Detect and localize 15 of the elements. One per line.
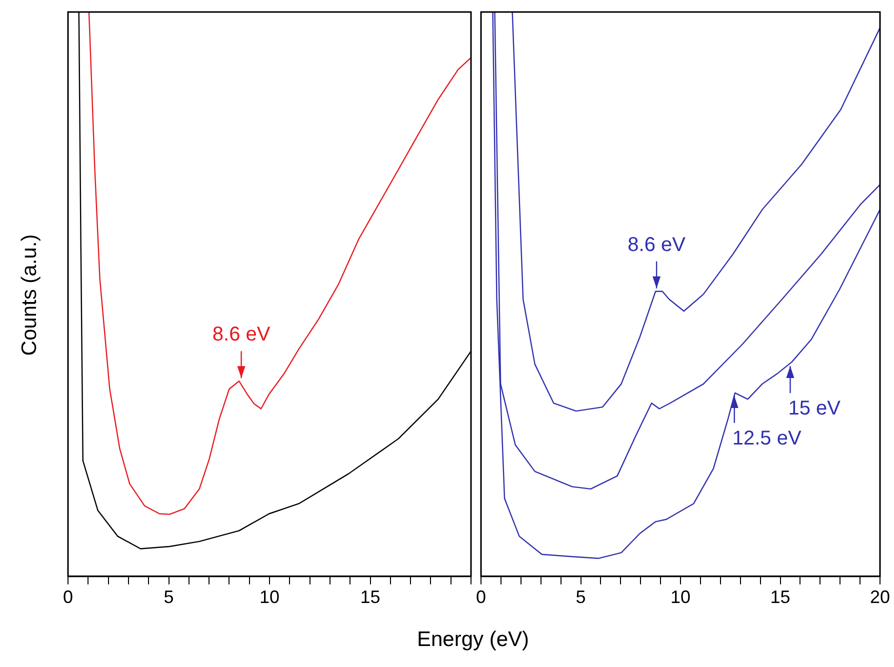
x-tick-label: 0 [476, 587, 486, 608]
x-tick-label: 10 [259, 587, 280, 608]
x-tick-label: 15 [360, 587, 380, 608]
x-tick-label: 5 [576, 587, 586, 608]
annotation: 8.6 eV [628, 234, 686, 256]
annotation: 8.6 eV [212, 324, 271, 346]
y-axis-title: Counts (a.u.) [18, 234, 42, 356]
x-axis-title: Energy (eV) [416, 628, 530, 652]
x-tick-label: 20 [870, 587, 890, 608]
x-tick-label: 0 [62, 587, 74, 608]
annotation: 15 eV [788, 398, 842, 420]
x-tick-label: 15 [770, 587, 790, 608]
x-tick-label: 10 [670, 587, 691, 608]
annotation: 12.5 eV [732, 427, 802, 450]
x-tick-label: 5 [164, 587, 174, 608]
